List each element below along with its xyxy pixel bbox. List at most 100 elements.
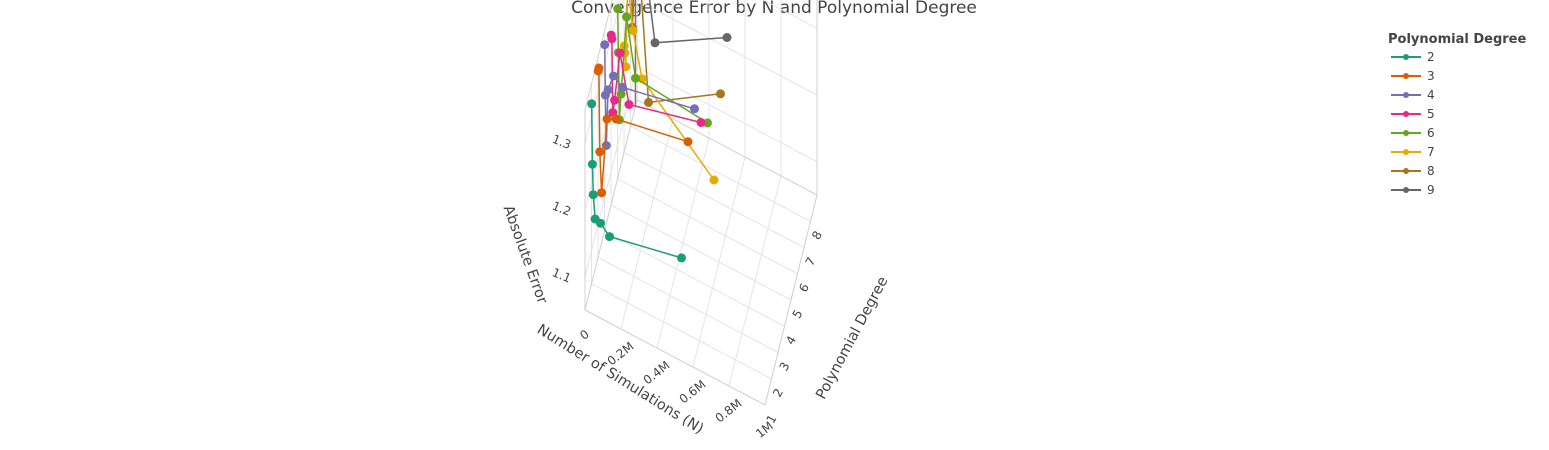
y-axis-title: Polynomial Degree xyxy=(813,274,891,402)
legend-label: 9 xyxy=(1427,183,1435,197)
floor-gridline-y xyxy=(591,283,772,380)
legend-swatch-marker xyxy=(1403,92,1409,98)
box-edge xyxy=(584,99,638,311)
back-wall-gridline-z xyxy=(636,66,818,163)
legend-item-3[interactable]: 3 xyxy=(1391,69,1435,83)
legend-item-4[interactable]: 4 xyxy=(1391,88,1435,102)
box-edge xyxy=(636,99,818,196)
box-edge xyxy=(584,309,766,406)
data-point-6[interactable] xyxy=(613,4,623,14)
data-point-2[interactable] xyxy=(587,99,597,109)
legend-title: Polynomial Degree xyxy=(1388,32,1526,47)
data-point-4[interactable] xyxy=(603,85,613,95)
data-point-5[interactable] xyxy=(624,100,634,109)
series-2 xyxy=(587,99,686,263)
legend-swatch-marker xyxy=(1403,168,1409,174)
data-point-7[interactable] xyxy=(628,26,638,36)
legend-item-2[interactable]: 2 xyxy=(1391,50,1435,64)
series-line-7 xyxy=(623,0,715,181)
legend-swatch-marker xyxy=(1403,149,1409,155)
legend-label: 6 xyxy=(1427,126,1435,140)
series-4 xyxy=(600,40,699,150)
data-point-2[interactable] xyxy=(596,218,605,228)
y-tick-label: 3 xyxy=(777,360,793,374)
data-point-4[interactable] xyxy=(609,71,618,81)
data-point-4[interactable] xyxy=(618,82,627,92)
data-point-3[interactable] xyxy=(594,63,604,73)
back-wall-gridline-z xyxy=(636,0,818,96)
x-axis-title: Number of Simulations (N) xyxy=(534,322,706,438)
data-point-5[interactable] xyxy=(607,34,617,44)
legend-label: 5 xyxy=(1427,107,1435,121)
x-tick-label: 0.4M xyxy=(641,358,673,387)
data-point-8[interactable] xyxy=(716,89,725,99)
data-point-9[interactable] xyxy=(722,33,732,42)
z-tick-label: 1.2 xyxy=(550,199,573,219)
data-point-3[interactable] xyxy=(683,137,693,147)
data-point-2[interactable] xyxy=(677,253,686,263)
data-point-8[interactable] xyxy=(644,97,653,107)
legend-items: 2 3 4 5 6 7 8 9 xyxy=(1391,50,1435,197)
legend-label: 7 xyxy=(1427,145,1435,159)
floor-gridline-y xyxy=(597,257,779,353)
z-axis-title: Absolute Error xyxy=(500,203,550,306)
data-point-2[interactable] xyxy=(588,190,598,200)
data-point-4[interactable] xyxy=(600,40,610,50)
legend-swatch-marker xyxy=(1403,187,1409,193)
x-tick-label: 0.8M xyxy=(713,396,745,425)
data-point-5[interactable] xyxy=(696,118,706,127)
legend-item-7[interactable]: 7 xyxy=(1391,145,1435,159)
legend-label: 2 xyxy=(1427,50,1435,64)
legend-label: 4 xyxy=(1427,88,1435,102)
floor-gridline-y xyxy=(623,152,805,248)
series-7 xyxy=(619,0,719,185)
floor-gridline-y xyxy=(617,178,798,275)
data-point-3[interactable] xyxy=(597,188,607,198)
data-point-3[interactable] xyxy=(611,114,621,124)
legend-item-9[interactable]: 9 xyxy=(1391,183,1435,197)
data-point-9[interactable] xyxy=(650,38,660,48)
data-point-2[interactable] xyxy=(605,232,614,242)
legend-label: 8 xyxy=(1427,164,1435,178)
series-3 xyxy=(593,63,693,198)
y-tick-label: 8 xyxy=(809,228,825,242)
data-point-6[interactable] xyxy=(622,12,631,22)
series-5 xyxy=(606,30,706,127)
data-point-4[interactable] xyxy=(690,104,699,114)
legend-swatch-marker xyxy=(1403,73,1409,79)
y-tick-label: 4 xyxy=(783,333,799,347)
legend: Polynomial Degree 2 3 4 5 6 7 8 9 xyxy=(1388,32,1526,197)
data-point-2[interactable] xyxy=(587,159,597,169)
legend-swatch-marker xyxy=(1403,130,1409,136)
back-wall-gridline-z xyxy=(762,0,818,29)
side-wall-gridline-z xyxy=(584,0,638,211)
y-tick-label: 5 xyxy=(790,307,806,321)
data-point-6[interactable] xyxy=(703,118,712,128)
floor-gridline-y xyxy=(610,204,792,301)
legend-item-6[interactable]: 6 xyxy=(1391,126,1435,140)
data-layer xyxy=(587,0,732,263)
y-tick-label: 7 xyxy=(803,255,819,269)
series-9 xyxy=(648,0,732,48)
x-tick-label: 0.6M xyxy=(677,377,709,406)
data-point-5[interactable] xyxy=(615,48,625,58)
legend-label: 3 xyxy=(1427,69,1435,83)
x-tick-label: 0 xyxy=(577,327,592,343)
z-tick-label: 1.1 xyxy=(550,265,573,285)
floor-gridline-y xyxy=(630,125,811,222)
y-tick-label: 6 xyxy=(796,281,812,295)
legend-item-8[interactable]: 8 xyxy=(1391,164,1435,178)
data-point-7[interactable] xyxy=(709,175,719,185)
floor-gridline-y xyxy=(604,230,785,327)
data-point-4[interactable] xyxy=(601,141,611,150)
z-tick-label: 1.3 xyxy=(550,132,573,152)
data-point-5[interactable] xyxy=(610,95,620,105)
legend-item-5[interactable]: 5 xyxy=(1391,107,1435,121)
box-edge xyxy=(764,194,818,406)
data-point-3[interactable] xyxy=(602,114,612,124)
legend-swatch-marker xyxy=(1403,54,1409,60)
data-point-3[interactable] xyxy=(595,147,605,157)
data-point-6[interactable] xyxy=(631,73,640,83)
